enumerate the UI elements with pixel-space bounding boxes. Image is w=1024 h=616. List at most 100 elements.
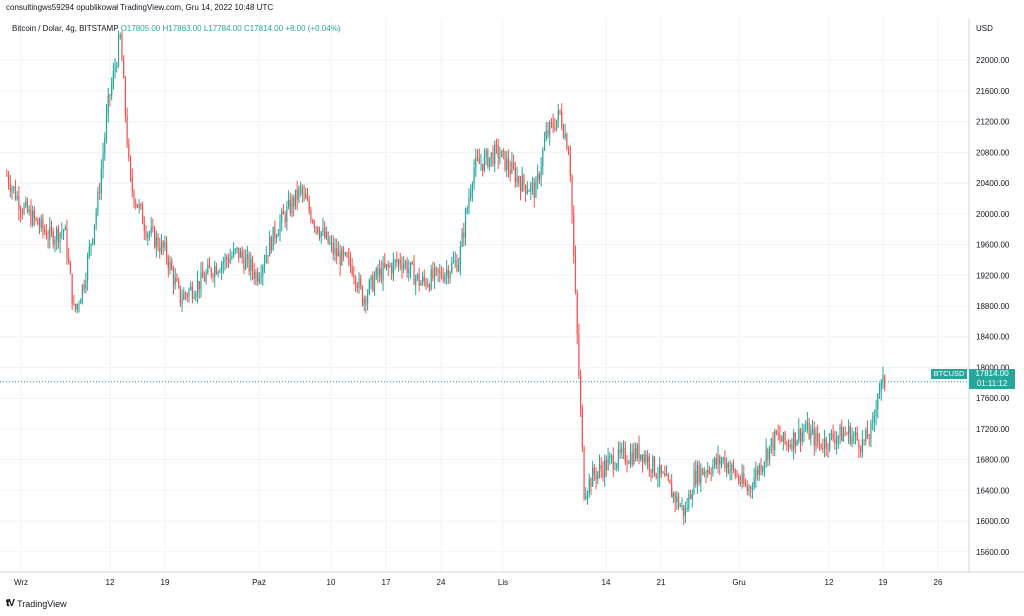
candle-body xyxy=(205,273,207,282)
candle-body xyxy=(456,260,458,272)
candle-body xyxy=(449,272,451,279)
candle-body xyxy=(104,137,106,154)
candle-body xyxy=(715,458,717,465)
candle-body xyxy=(478,159,480,164)
candle-body xyxy=(384,262,386,267)
candle-body xyxy=(392,260,394,274)
candle-body xyxy=(543,139,546,150)
last-price-value: 17814.00 xyxy=(975,369,1009,378)
candle-body xyxy=(32,210,34,225)
candle-body xyxy=(535,181,537,198)
time-tick-label: Gru xyxy=(732,578,745,587)
candle-body xyxy=(665,474,668,476)
candle-body xyxy=(739,481,741,484)
candle-body xyxy=(817,432,819,442)
candle-body xyxy=(167,258,169,269)
candle-body xyxy=(545,130,547,140)
candle-body xyxy=(873,416,875,422)
candle-body xyxy=(865,429,867,442)
candle-body xyxy=(799,428,802,442)
candle-body xyxy=(860,449,862,452)
candle-body xyxy=(363,298,365,305)
candle-body xyxy=(829,433,831,449)
candle-body xyxy=(559,110,561,113)
candle-body xyxy=(391,265,393,274)
candle-body xyxy=(756,469,759,475)
candle-body xyxy=(114,67,116,71)
price-tick-label: 18000.00 xyxy=(976,363,1010,372)
candle-body xyxy=(851,435,853,444)
candle-body xyxy=(652,456,654,473)
candle-body xyxy=(779,434,781,440)
candle-body xyxy=(530,184,532,192)
candle-body xyxy=(774,430,776,450)
candle-body xyxy=(592,468,594,487)
candle-body xyxy=(71,273,73,304)
candle-body xyxy=(231,256,233,258)
candle-body xyxy=(324,227,326,238)
time-axis[interactable]: Wrz 12 19 Paź 10 17 24 Lis 14 21 Gru 12 19 26 xyxy=(14,578,943,587)
candle-body xyxy=(332,242,334,255)
candle-body xyxy=(52,231,54,245)
candle-body xyxy=(617,448,620,465)
candle-body xyxy=(90,243,92,247)
candle-body xyxy=(633,448,635,465)
candle-body xyxy=(186,294,188,297)
candle-body xyxy=(330,242,333,244)
candle-body xyxy=(882,375,884,381)
candle-body xyxy=(312,220,314,223)
price-tick-label: 19200.00 xyxy=(976,271,1010,280)
candle-body xyxy=(748,487,750,492)
candle-body xyxy=(183,293,185,300)
candle-body xyxy=(884,375,886,388)
candle-body xyxy=(440,271,443,277)
candle-body xyxy=(607,457,609,470)
candle-body xyxy=(434,267,436,279)
candle-body xyxy=(423,276,425,281)
candle-body xyxy=(59,232,61,243)
candle-body xyxy=(269,237,271,257)
candle-body xyxy=(320,231,322,238)
candle-body xyxy=(287,200,290,208)
candle-body xyxy=(760,465,762,472)
candle-body xyxy=(459,246,461,266)
price-tick-label: 15600.00 xyxy=(976,548,1010,557)
candle-body xyxy=(281,211,283,222)
candle-body xyxy=(731,464,733,470)
candle-body xyxy=(750,487,752,489)
candle-body xyxy=(37,218,39,225)
candle-body xyxy=(466,208,468,212)
candle-body xyxy=(308,200,310,211)
candle-body xyxy=(880,380,882,391)
candle-body xyxy=(111,84,113,97)
candle-body xyxy=(35,218,37,219)
candle-body xyxy=(531,182,534,185)
candle-body xyxy=(794,432,796,446)
candle-body xyxy=(482,163,484,171)
attribution-text: consultingws59294 opublikował TradingVie… xyxy=(6,3,274,12)
candle-body xyxy=(872,421,874,423)
candle-body xyxy=(373,278,376,292)
candle-body xyxy=(600,464,602,470)
candle-body xyxy=(437,268,439,273)
candle-body xyxy=(215,266,218,275)
candle-body xyxy=(337,251,340,257)
candle-body xyxy=(775,430,778,434)
candle-body xyxy=(85,280,87,289)
candle-body xyxy=(835,439,838,444)
footer-logo[interactable]: 𝐭V TradingView xyxy=(6,598,67,609)
candle-body xyxy=(518,176,520,183)
candle-body xyxy=(616,464,618,469)
candle-body xyxy=(160,241,163,253)
price-axis[interactable]: 15600.00 16000.00 16400.00 16800.00 17200.00… xyxy=(976,56,1010,557)
price-tick-label: 22000.00 xyxy=(976,56,1010,65)
candle-body xyxy=(203,277,206,282)
candle-body xyxy=(586,492,589,497)
candle-body xyxy=(770,438,772,446)
candle-body xyxy=(348,256,350,258)
candle-body xyxy=(54,240,56,245)
candle-body xyxy=(286,207,288,223)
candle-body xyxy=(406,262,408,274)
candle-body xyxy=(810,430,812,440)
